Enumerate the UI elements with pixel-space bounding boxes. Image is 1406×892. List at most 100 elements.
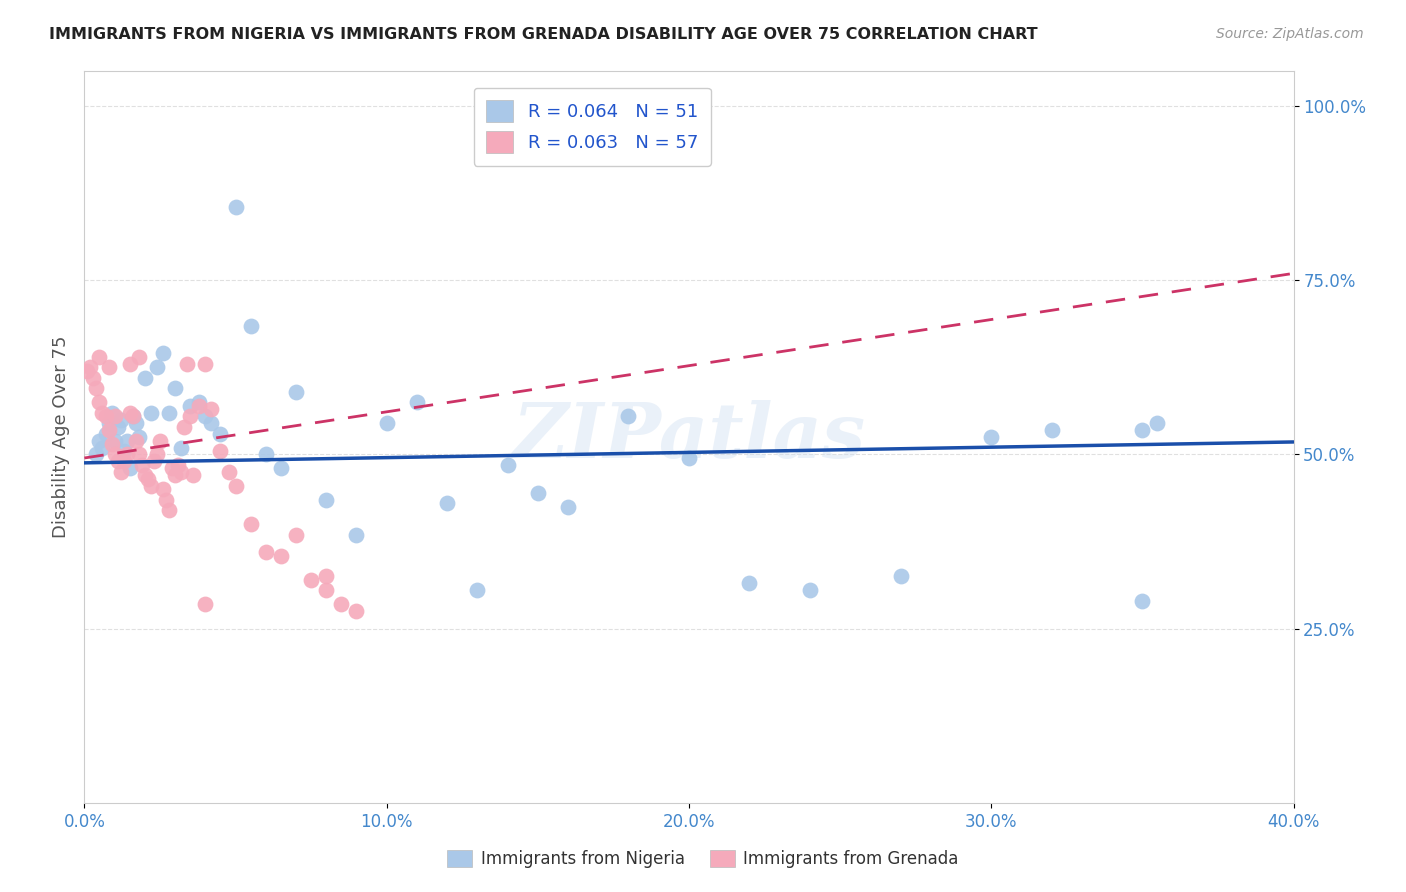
Point [194, 357, 217, 371]
Point [170, 465, 193, 479]
Point [118, 461, 141, 475]
Point [239, 517, 262, 532]
Point [270, 461, 292, 475]
Point [82, 371, 104, 385]
Point [527, 485, 550, 500]
Point [225, 200, 247, 214]
Point [152, 483, 174, 497]
Point [799, 583, 821, 598]
Point [890, 569, 912, 583]
Point [738, 576, 761, 591]
Point [188, 395, 211, 409]
Point [436, 496, 458, 510]
Point [557, 500, 579, 514]
Point [496, 458, 519, 472]
Point [194, 409, 217, 424]
Point [181, 468, 204, 483]
Point [86, 381, 108, 395]
Point [128, 350, 150, 364]
Point [86, 448, 108, 462]
Y-axis label: Disability Age Over 75: Disability Age Over 75 [52, 335, 70, 539]
Point [346, 527, 368, 541]
Point [134, 371, 156, 385]
Point [218, 465, 240, 479]
Point [110, 465, 132, 479]
Point [170, 441, 193, 455]
Point [97, 360, 120, 375]
Point [107, 419, 129, 434]
Point [1130, 423, 1153, 437]
Point [285, 527, 308, 541]
Point [200, 402, 222, 417]
Point [97, 416, 120, 430]
Point [91, 441, 114, 455]
Point [980, 430, 1002, 444]
Point [179, 399, 201, 413]
Point [89, 434, 111, 448]
Point [467, 583, 489, 598]
Point [270, 549, 292, 563]
Point [165, 381, 187, 395]
Point [79, 360, 101, 375]
Point [121, 409, 143, 424]
Point [1040, 423, 1063, 437]
Point [225, 479, 247, 493]
Text: ZIPatlas: ZIPatlas [512, 401, 866, 474]
Point [176, 357, 198, 371]
Point [104, 448, 127, 462]
Point [375, 416, 398, 430]
Point [165, 468, 187, 483]
Point [157, 406, 180, 420]
Point [136, 472, 159, 486]
Point [254, 545, 277, 559]
Point [330, 597, 353, 611]
Point [97, 423, 120, 437]
Point [315, 583, 337, 598]
Point [134, 468, 156, 483]
Legend: R = 0.064   N = 51, R = 0.063   N = 57: R = 0.064 N = 51, R = 0.063 N = 57 [474, 87, 711, 166]
Point [104, 434, 127, 448]
Point [118, 357, 141, 371]
Point [678, 450, 700, 465]
Point [89, 350, 111, 364]
Point [139, 406, 162, 420]
Point [128, 448, 150, 462]
Point [100, 437, 122, 451]
Point [128, 430, 150, 444]
Point [125, 434, 148, 448]
Point [194, 597, 217, 611]
Point [104, 409, 127, 424]
Point [146, 448, 169, 462]
Point [152, 346, 174, 360]
Point [112, 454, 135, 468]
Point [160, 461, 183, 475]
Point [209, 426, 232, 441]
Point [107, 454, 129, 468]
Point [188, 399, 211, 413]
Point [110, 412, 132, 426]
Point [200, 416, 222, 430]
Point [1130, 594, 1153, 608]
Point [91, 406, 114, 420]
Point [94, 426, 117, 441]
Point [209, 444, 232, 458]
Point [121, 409, 143, 424]
Text: IMMIGRANTS FROM NIGERIA VS IMMIGRANTS FROM GRENADA DISABILITY AGE OVER 75 CORREL: IMMIGRANTS FROM NIGERIA VS IMMIGRANTS FR… [49, 27, 1038, 42]
Point [118, 406, 141, 420]
Point [167, 458, 190, 472]
Point [146, 360, 169, 375]
Point [179, 409, 201, 424]
Point [346, 604, 368, 618]
Point [299, 573, 322, 587]
Point [157, 503, 180, 517]
Point [315, 492, 337, 507]
Point [173, 419, 195, 434]
Point [94, 409, 117, 424]
Point [315, 569, 337, 583]
Point [142, 454, 165, 468]
Point [285, 384, 308, 399]
Point [89, 395, 111, 409]
Point [406, 395, 429, 409]
Point [239, 318, 262, 333]
Point [131, 458, 153, 472]
